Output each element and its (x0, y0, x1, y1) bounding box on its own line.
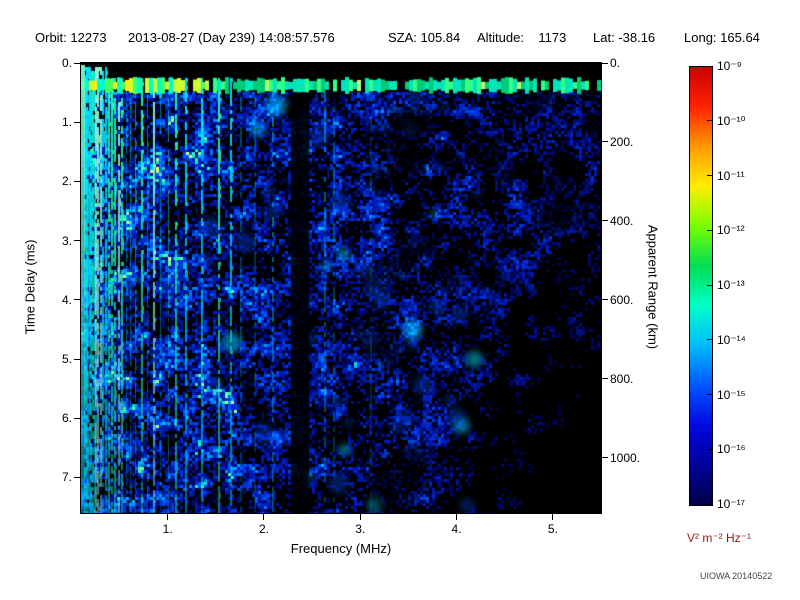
colorbar-units: V² m⁻² Hz⁻¹ (687, 531, 751, 545)
y-tick-label-left: 5. (61, 352, 72, 367)
spectrogram-canvas (81, 63, 601, 513)
y-tick-left (74, 180, 80, 182)
y-axis-label-left: Time Delay (ms) (22, 239, 38, 335)
colorbar-tick (707, 229, 712, 231)
y-tick-right (602, 141, 608, 143)
colorbar-tick-label: 10⁻¹³ (717, 278, 745, 292)
y-tick-right (602, 299, 608, 301)
y-tick-label-left: 4. (61, 292, 72, 307)
y-tick-left (74, 240, 80, 242)
y-tick-label-right: 1000. (610, 450, 641, 465)
colorbar-tick-label: 10⁻¹⁶ (717, 442, 746, 457)
x-axis-label: Frequency (MHz) (290, 541, 392, 556)
y-tick-left (74, 121, 80, 123)
colorbar-tick (707, 503, 712, 505)
colorbar-tick-label: 10⁻⁹ (717, 59, 742, 73)
y-tick-right (602, 220, 608, 222)
x-tick (359, 514, 361, 520)
x-tick (456, 514, 458, 520)
header-field-long: Long: 165.64 (684, 30, 760, 45)
header-field-orbit: Orbit: 12273 (35, 30, 107, 45)
y-tick-label-right: 600. (610, 292, 634, 307)
colorbar-tick (707, 339, 712, 341)
plot-area (80, 62, 602, 514)
y-tick-label-right: 800. (610, 371, 634, 386)
y-tick-left (74, 62, 80, 64)
header-field-lat: Lat: -38.16 (593, 30, 656, 45)
x-tick-label: 3. (355, 522, 366, 536)
header-field-altitude: Altitude: 1173 (477, 30, 567, 45)
y-tick-label-right: 400. (610, 213, 634, 228)
colorbar-tick-label: 10⁻¹⁷ (717, 497, 746, 511)
y-tick-right (602, 62, 608, 64)
y-tick-right (602, 457, 608, 459)
x-tick (263, 514, 265, 520)
y-tick-label-right: 200. (610, 134, 634, 149)
y-tick-label-right: 0. (610, 56, 621, 70)
x-tick (552, 514, 554, 520)
y-tick-label-left: 7. (61, 470, 72, 485)
colorbar-tick (707, 284, 712, 286)
y-tick-label-left: 1. (61, 115, 72, 130)
colorbar-tick (707, 120, 712, 122)
y-tick-right (602, 378, 608, 380)
colorbar-tick-label: 10⁻¹² (717, 223, 745, 238)
header-info-bar: Orbit: 12273 2013-08-27 (Day 239) 14:08:… (0, 30, 800, 46)
colorbar-tick (707, 175, 712, 176)
y-tick-label-left: 0. (61, 56, 72, 70)
colorbar-tick-label: 10⁻¹⁵ (717, 387, 746, 402)
colorbar-tick-label: 10⁻¹¹ (717, 168, 745, 183)
y-tick-left (74, 476, 80, 478)
colorbar-tick (707, 394, 712, 395)
y-tick-label-left: 2. (61, 174, 72, 189)
colorbar-tick (707, 65, 712, 67)
colorbar-gradient (689, 66, 713, 506)
x-tick-label: 1. (162, 522, 173, 536)
colorbar-tick-label: 10⁻¹⁰ (717, 113, 746, 128)
x-tick-label: 2. (258, 522, 269, 536)
credit-text: UIOWA 20140522 (700, 571, 773, 581)
colorbar-tick-label: 10⁻¹⁴ (717, 332, 746, 347)
y-tick-left (74, 358, 80, 360)
header-field-datetime: 2013-08-27 (Day 239) 14:08:57.576 (128, 30, 335, 45)
x-tick (167, 514, 169, 520)
y-tick-label-left: 3. (61, 233, 72, 248)
y-axis-label-right: Apparent Range (km) (645, 224, 661, 350)
y-tick-label-left: 6. (61, 411, 72, 426)
y-tick-left (74, 417, 80, 419)
x-tick-label: 5. (547, 522, 558, 536)
colorbar-tick (707, 448, 712, 450)
header-field-sza: SZA: 105.84 (388, 30, 461, 45)
y-tick-left (74, 299, 80, 301)
x-tick-label: 4. (451, 522, 462, 536)
